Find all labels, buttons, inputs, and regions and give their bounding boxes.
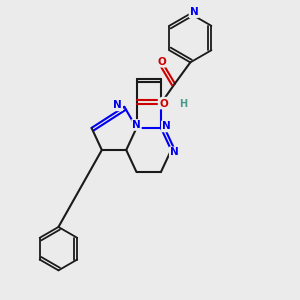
Text: N: N [113, 100, 122, 110]
Text: N: N [161, 98, 170, 108]
Text: H: H [179, 99, 188, 109]
Text: N: N [132, 120, 141, 130]
Text: N: N [170, 147, 178, 158]
Text: O: O [159, 98, 168, 109]
Text: N: N [190, 7, 198, 17]
Text: N: N [162, 122, 171, 131]
Text: O: O [157, 57, 166, 67]
